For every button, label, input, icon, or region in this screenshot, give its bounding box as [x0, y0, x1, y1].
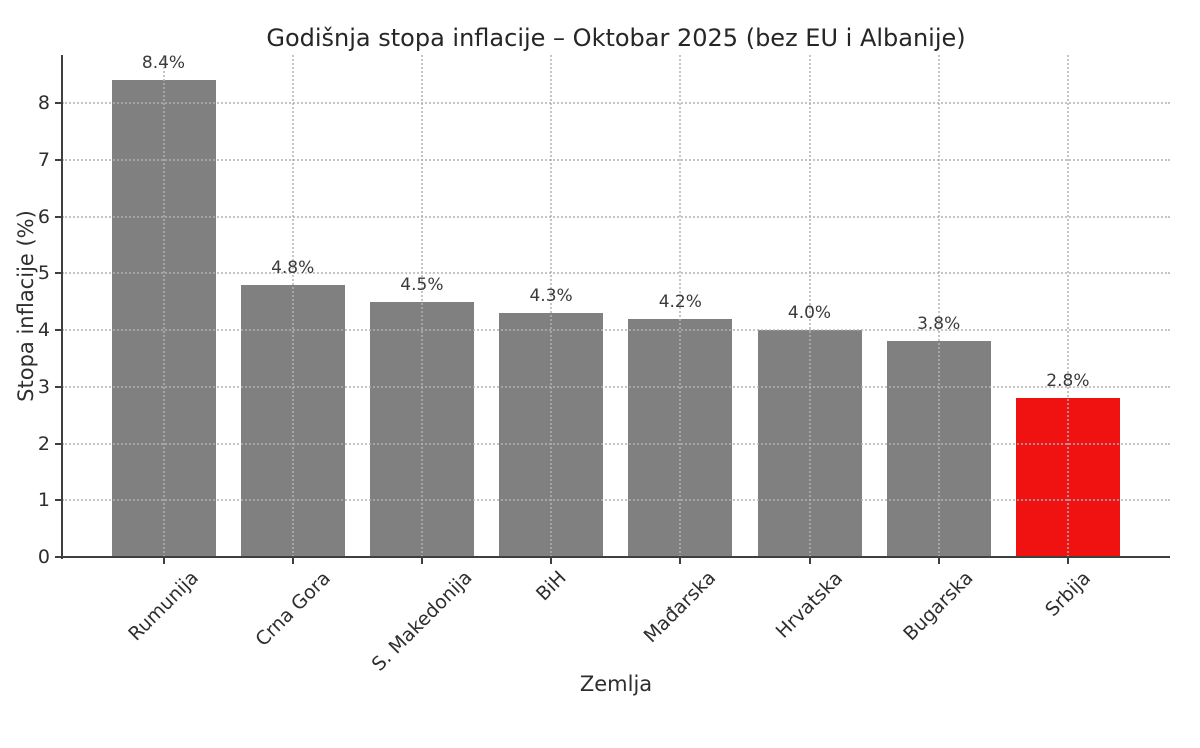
value-label-crna-gora: 4.8% [271, 257, 315, 278]
x-tick-mark [162, 557, 165, 564]
x-tick-label-srbija: Srbija [1041, 566, 1095, 621]
y-tick-label: 6 [37, 205, 50, 228]
value-label-bih: 4.3% [529, 285, 573, 306]
y-tick-label: 1 [37, 489, 50, 512]
chart-title: Godišnja stopa inflacije – Oktobar 2025 … [266, 24, 966, 52]
y-tick-label: 8 [37, 92, 50, 114]
x-tick-mark [1066, 557, 1069, 564]
gridline-vertical [550, 55, 553, 557]
y-tick-mark [55, 215, 62, 218]
y-tick-mark [55, 329, 62, 331]
y-axis-spine [61, 55, 63, 559]
gridline-horizontal [62, 102, 1170, 104]
x-tick-label-bih: BiH [531, 567, 571, 606]
y-tick-label: 7 [37, 148, 50, 171]
gridline-vertical [420, 55, 423, 557]
x-tick-mark [550, 557, 553, 564]
x-tick-mark [679, 557, 682, 564]
x-tick-label-crna-gora: Crna Gora [251, 566, 335, 651]
x-tick-mark [291, 557, 294, 564]
gridline-vertical [937, 55, 940, 557]
gridline-vertical [1066, 55, 1069, 557]
x-tick-mark [808, 557, 811, 564]
x-tick-label-hrvatska: Hrvatska [771, 567, 848, 643]
gridline-horizontal [62, 272, 1170, 275]
x-tick-mark [937, 557, 940, 564]
y-axis-label: Stopa inflacije (%) [13, 210, 38, 402]
gridline-horizontal [62, 442, 1170, 445]
gridline-horizontal [62, 329, 1170, 331]
gridline-vertical [291, 55, 294, 557]
y-tick-label: 3 [37, 375, 50, 398]
value-label-hrvatska: 4.0% [787, 303, 832, 323]
gridline-horizontal [62, 385, 1170, 388]
y-tick-mark [55, 272, 62, 275]
y-tick-mark [55, 158, 62, 161]
y-tick-label: 0 [37, 546, 50, 568]
y-tick-mark [55, 442, 62, 445]
value-label-ma-arska: 4.2% [658, 291, 702, 312]
y-tick-mark [55, 499, 62, 502]
x-axis-spine [62, 556, 1170, 558]
value-label-rumunija: 8.4% [141, 53, 186, 74]
x-tick-label-bugarska: Bugarska [899, 567, 978, 646]
y-tick-label: 4 [37, 319, 50, 341]
y-tick-mark [55, 556, 62, 558]
gridline-horizontal [62, 158, 1170, 161]
gridline-horizontal [62, 499, 1170, 502]
value-label-srbija: 2.8% [1046, 371, 1090, 392]
y-tick-mark [55, 385, 62, 388]
x-tick-label-ma-arska: Mađarska [639, 567, 721, 648]
x-tick-label-rumunija: Rumunija [124, 566, 203, 646]
x-axis-label: Zemlja [579, 672, 653, 696]
x-tick-label-s-makedonija: S. Makedonija [367, 566, 477, 676]
y-tick-label: 2 [37, 432, 50, 455]
gridline-vertical [162, 55, 165, 557]
value-label-bugarska: 3.8% [917, 314, 961, 335]
x-tick-mark [420, 557, 423, 564]
y-tick-label: 5 [37, 262, 50, 285]
gridline-vertical [679, 55, 682, 557]
value-label-s-makedonija: 4.5% [400, 274, 444, 295]
gridline-horizontal [62, 215, 1170, 218]
y-tick-mark [55, 102, 62, 104]
gridline-vertical [808, 55, 811, 557]
